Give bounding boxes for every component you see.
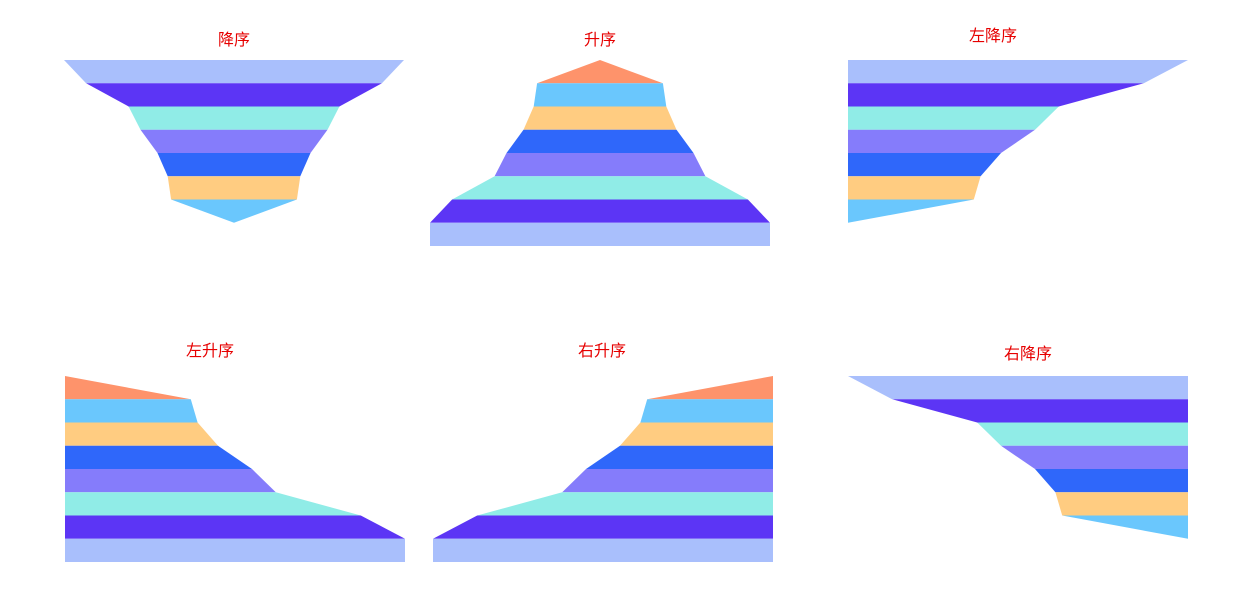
funnel-segment	[640, 399, 773, 423]
funnel-segment	[477, 492, 773, 516]
funnel-segment	[848, 129, 1035, 153]
panel-title-right-descending: 右降序	[1004, 344, 1052, 363]
funnel-segment	[848, 153, 1001, 177]
funnel-left-descending	[848, 60, 1188, 223]
funnel-segment	[140, 129, 328, 153]
funnel-segment	[167, 176, 301, 200]
funnel-segment	[1055, 492, 1188, 516]
funnel-right-descending	[848, 376, 1188, 539]
funnel-segment	[562, 469, 773, 493]
funnel-segment	[848, 199, 974, 223]
funnel-segment	[1001, 445, 1188, 469]
funnel-segment	[433, 515, 773, 539]
funnel-left-ascending	[65, 376, 405, 562]
funnel-segment	[848, 83, 1144, 107]
panel-right-ascending: 右升序	[433, 341, 773, 562]
funnel-segment	[537, 60, 663, 84]
funnel-segment	[65, 515, 405, 539]
panel-left-descending: 左降序	[848, 26, 1188, 223]
funnel-segment	[430, 222, 770, 246]
funnel-segment	[430, 199, 770, 223]
funnel-segment	[977, 422, 1188, 446]
panel-descending: 降序	[64, 30, 404, 223]
panel-title-left-ascending: 左升序	[186, 341, 234, 360]
funnel-segment	[523, 106, 677, 130]
funnel-segment	[65, 538, 405, 562]
funnel-segment	[65, 492, 361, 516]
funnel-segment	[848, 60, 1188, 84]
funnel-segment	[1035, 469, 1188, 493]
funnel-ascending	[430, 60, 770, 246]
funnel-segment	[494, 153, 706, 177]
funnel-segment	[157, 153, 311, 177]
funnel-segment	[65, 399, 198, 423]
funnel-segment	[586, 445, 773, 469]
funnel-segment	[452, 176, 748, 200]
funnel-segment	[620, 422, 773, 446]
funnel-segment	[65, 376, 191, 400]
funnel-segment	[65, 445, 252, 469]
panel-title-right-ascending: 右升序	[578, 341, 626, 360]
funnel-segment	[65, 422, 218, 446]
funnel-segment	[506, 129, 694, 153]
funnel-segment	[647, 376, 773, 400]
panel-right-descending: 右降序	[848, 344, 1188, 539]
panel-left-ascending: 左升序	[65, 341, 405, 562]
funnel-descending	[64, 60, 404, 223]
funnel-segment	[892, 399, 1188, 423]
funnel-segment	[64, 60, 404, 84]
funnel-segment	[86, 83, 382, 107]
funnel-segment	[128, 106, 340, 130]
funnel-segment	[1062, 515, 1188, 539]
panel-ascending: 升序	[430, 30, 770, 246]
funnel-segment	[65, 469, 276, 493]
panel-title-left-descending: 左降序	[969, 26, 1017, 45]
funnel-segment	[533, 83, 667, 107]
funnel-segment	[171, 199, 297, 223]
funnel-segment	[848, 106, 1059, 130]
funnel-segment	[433, 538, 773, 562]
panel-title-ascending: 升序	[584, 30, 616, 49]
funnel-segment	[848, 176, 981, 200]
funnel-segment	[848, 376, 1188, 400]
panel-title-descending: 降序	[218, 30, 250, 49]
funnel-right-ascending	[433, 376, 773, 562]
